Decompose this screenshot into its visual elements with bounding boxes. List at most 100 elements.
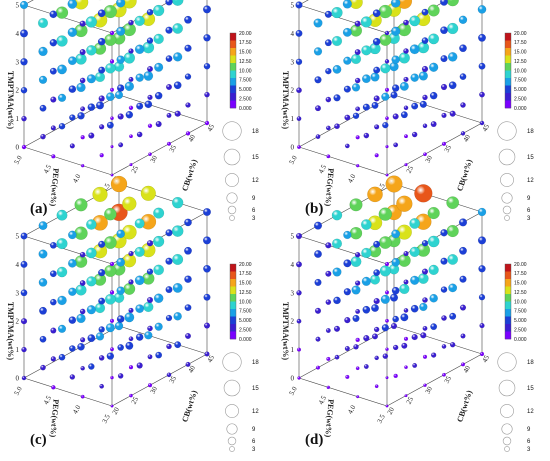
- size-legend-label: 18: [527, 129, 534, 135]
- data-point: [431, 353, 436, 358]
- data-point: [57, 65, 67, 75]
- data-point: [58, 94, 66, 102]
- colorbar-tick-label: 15.00: [514, 281, 527, 287]
- cube-edge: [299, 147, 387, 175]
- data-point: [392, 85, 399, 92]
- data-point: [296, 290, 301, 295]
- data-point: [68, 28, 77, 37]
- data-point: [450, 111, 456, 117]
- data-point: [409, 16, 420, 27]
- colorbar-tick-label: 15.00: [514, 50, 527, 56]
- colorbar-tick-label: 20.00: [239, 31, 252, 37]
- data-point: [39, 307, 47, 315]
- data-point: [124, 52, 135, 63]
- data-point: [80, 78, 85, 83]
- data-point: [385, 116, 388, 119]
- cube-edge: [24, 378, 112, 406]
- colorbar-segment: [230, 287, 236, 295]
- data-point: [412, 334, 418, 340]
- data-point: [343, 57, 351, 65]
- colorbar-segment: [505, 93, 511, 101]
- data-point: [391, 0, 400, 7]
- data-point: [110, 31, 114, 35]
- data-point: [394, 374, 398, 378]
- data-point: [50, 68, 57, 75]
- data-point: [166, 315, 172, 321]
- data-point: [296, 2, 303, 9]
- data-point: [364, 133, 369, 138]
- y-tick-label: 5.0: [288, 385, 299, 397]
- size-legend-circle: [225, 173, 238, 186]
- data-point: [326, 126, 330, 130]
- colorbar-segment: [230, 86, 236, 94]
- data-point: [440, 0, 448, 6]
- data-point: [203, 6, 211, 14]
- colorbar-segment: [505, 264, 511, 272]
- data-point: [409, 218, 419, 228]
- data-point: [326, 328, 331, 333]
- colorbar-tick-label: 7.500: [239, 309, 252, 315]
- data-point: [21, 318, 27, 324]
- data-point: [344, 288, 351, 295]
- y-tick-label: 4.0: [346, 403, 357, 415]
- data-point: [380, 266, 391, 277]
- colorbar-tick-label: 0.000: [514, 106, 527, 112]
- data-point: [459, 16, 467, 24]
- data-point: [448, 52, 457, 61]
- data-point: [410, 45, 420, 55]
- data-point: [59, 123, 65, 129]
- size-legend-label: 15: [252, 386, 259, 392]
- data-point: [375, 356, 379, 360]
- data-point: [99, 124, 104, 129]
- panel-label: (c): [30, 432, 47, 448]
- size-legend-circle: [229, 215, 234, 220]
- data-point: [39, 250, 48, 259]
- data-point: [110, 59, 114, 63]
- colorbar-tick-label: 12.50: [514, 59, 527, 65]
- colorbar-tick-label: 10.00: [239, 68, 252, 74]
- data-point: [167, 113, 172, 118]
- colorbar-segment: [230, 332, 236, 340]
- data-point: [40, 105, 47, 112]
- data-point: [51, 356, 56, 361]
- size-legend-circle: [503, 206, 511, 214]
- panel-label: (a): [30, 201, 48, 217]
- colorbar: 20.00 17.50 15.00 12.50 10.00 7.500 5.000 2.500…: [505, 31, 527, 112]
- data-point: [154, 63, 163, 72]
- data-point: [373, 241, 380, 248]
- data-point: [350, 25, 362, 37]
- data-point: [418, 42, 429, 53]
- data-point: [461, 131, 465, 135]
- data-point: [315, 279, 322, 286]
- data-point: [373, 38, 380, 45]
- data-point: [20, 30, 28, 38]
- data-point: [440, 27, 447, 34]
- colorbar-tick-label: 17.50: [239, 40, 252, 46]
- data-point: [148, 95, 153, 100]
- colorbar-tick-label: 12.50: [514, 290, 527, 296]
- colorbar-tick-label: 10.00: [514, 299, 527, 305]
- data-point: [147, 38, 153, 44]
- data-point: [50, 328, 56, 334]
- data-point: [129, 394, 132, 397]
- data-point: [106, 93, 114, 101]
- colorbar-segment: [505, 324, 511, 332]
- data-point: [136, 333, 143, 340]
- data-point: [74, 227, 87, 240]
- data-point: [423, 384, 426, 387]
- data-point: [21, 261, 28, 268]
- size-legend-label: 6: [527, 208, 531, 214]
- data-point: [385, 88, 389, 92]
- data-point: [442, 113, 447, 118]
- data-point: [314, 19, 323, 28]
- data-point: [81, 366, 85, 370]
- data-point: [447, 225, 459, 237]
- data-point: [130, 163, 133, 166]
- colorbar-segment: [230, 317, 236, 325]
- data-point: [404, 77, 409, 82]
- data-point: [99, 355, 104, 360]
- data-point: [129, 77, 134, 82]
- data-point: [57, 296, 66, 305]
- data-point: [404, 366, 407, 369]
- data-point: [76, 285, 87, 296]
